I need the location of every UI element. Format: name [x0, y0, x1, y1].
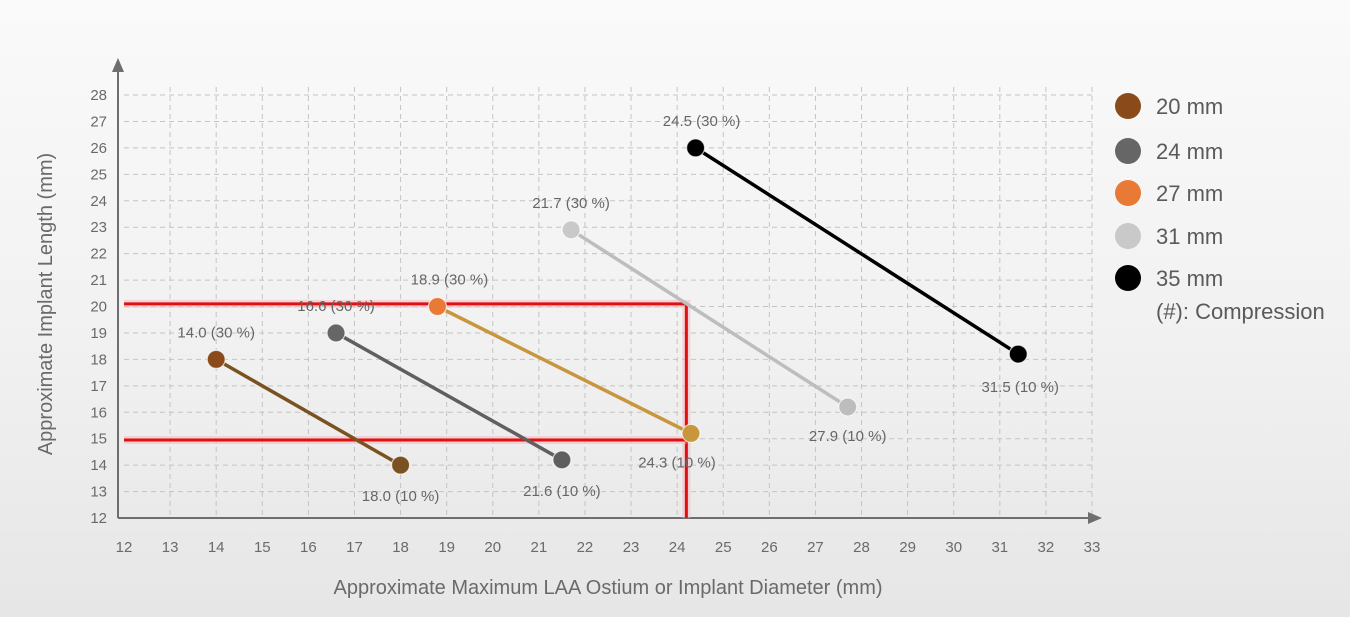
data-label: 16.6 (30 %): [297, 298, 375, 315]
x-tick-label: 26: [761, 539, 778, 556]
y-tick-label: 26: [90, 140, 107, 157]
data-label: 27.9 (10 %): [809, 428, 887, 445]
legend-swatch: [1115, 265, 1141, 291]
data-point: [390, 455, 411, 475]
x-tick-label: 16: [300, 539, 317, 556]
y-tick-label: 23: [90, 219, 107, 236]
data-label: 21.7 (30 %): [532, 195, 610, 212]
series-group: [206, 138, 1028, 475]
legend: 20 mm 24 mm 27 mm 31 mm 35 mm (#): Compressio…: [1115, 93, 1325, 324]
y-tick-label: 15: [90, 431, 107, 448]
x-tick-label: 25: [715, 539, 732, 556]
x-tick-label: 14: [208, 539, 225, 556]
y-tick-label: 21: [90, 272, 107, 289]
data-label: 24.3 (10 %): [638, 454, 716, 471]
y-tick-label: 12: [90, 510, 107, 527]
data-label: 24.5 (30 %): [663, 113, 741, 130]
series-line-20mm: [215, 357, 402, 467]
y-tick-label: 28: [90, 87, 107, 104]
legend-label: 35 mm: [1156, 266, 1223, 291]
x-tick-label: 13: [162, 539, 179, 556]
legend-swatch: [1115, 180, 1141, 206]
data-label: 21.6 (10 %): [523, 483, 601, 500]
data-point: [561, 220, 581, 240]
y-tick-label: 24: [90, 193, 107, 210]
x-tick-label: 19: [438, 539, 455, 556]
y-tick-label: 16: [90, 404, 107, 421]
y-tick-label: 19: [90, 325, 107, 342]
data-point: [427, 296, 448, 317]
x-tick-label: 29: [899, 539, 916, 556]
data-point: [838, 397, 858, 417]
y-tick-label: 20: [90, 299, 107, 316]
x-tick-label: 24: [669, 539, 686, 556]
legend-label: 20 mm: [1156, 94, 1223, 119]
x-tick-label: 30: [945, 539, 962, 556]
y-tick-label: 17: [90, 378, 107, 395]
legend-swatch: [1115, 93, 1141, 119]
x-tick-label: 23: [623, 539, 640, 556]
data-point: [681, 423, 701, 443]
series-line-27mm: [436, 304, 692, 435]
data-point: [1008, 344, 1028, 364]
x-tick-label: 32: [1038, 539, 1055, 556]
x-tick-label: 22: [577, 539, 594, 556]
data-label: 14.0 (30 %): [177, 324, 255, 341]
data-point: [552, 450, 572, 470]
series-line-31mm: [570, 228, 849, 409]
y-tick-label: 14: [90, 457, 107, 474]
legend-label: 24 mm: [1156, 139, 1223, 164]
y-tick-label: 22: [90, 246, 107, 263]
y-axis-arrow: [112, 58, 124, 72]
point-labels: 14.0 (30 %) 18.0 (10 %) 16.6 (30 %) 21.6 (1…: [177, 113, 1059, 505]
x-tick-label: 27: [807, 539, 824, 556]
series-line-24mm: [335, 331, 563, 462]
x-axis-title: Approximate Maximum LAA Ostium or Implan…: [333, 577, 882, 599]
data-point: [206, 349, 226, 369]
data-label: 18.0 (10 %): [362, 488, 440, 505]
legend-swatch: [1115, 138, 1141, 164]
x-tick-label: 31: [991, 539, 1008, 556]
x-tick-label: 20: [484, 539, 501, 556]
x-tick-label: 17: [346, 539, 363, 556]
series-line-35mm: [694, 146, 1020, 356]
x-tick-label: 21: [531, 539, 548, 556]
y-tick-label: 25: [90, 166, 107, 183]
y-tick-label: 13: [90, 484, 107, 501]
legend-label: 31 mm: [1156, 224, 1223, 249]
x-tick-label: 18: [392, 539, 409, 556]
x-tick-labels: 12 13 14 15 16 17 18 19 20 21 22 23 24 25 26 27 28 29 30 31…: [116, 539, 1101, 556]
y-tick-labels: 12 13 14 15 16 17 18 19 20 21 22 23 24 25 26 27 28: [90, 87, 107, 527]
x-tick-label: 12: [116, 539, 133, 556]
data-label: 18.9 (30 %): [411, 272, 489, 289]
data-label: 31.5 (10 %): [981, 379, 1059, 396]
y-tick-label: 18: [90, 351, 107, 368]
y-tick-label: 27: [90, 113, 107, 130]
x-axis-arrow: [1088, 512, 1102, 524]
data-point: [326, 323, 346, 343]
legend-swatch: [1115, 223, 1141, 249]
legend-note: (#): Compression: [1156, 299, 1325, 324]
y-axis-title: Approximate Implant Length (mm): [35, 153, 57, 455]
x-tick-label: 28: [853, 539, 870, 556]
axes: [112, 58, 1102, 524]
data-point: [685, 138, 706, 158]
legend-label: 27 mm: [1156, 181, 1223, 206]
x-tick-label: 33: [1084, 539, 1101, 556]
x-tick-label: 15: [254, 539, 271, 556]
